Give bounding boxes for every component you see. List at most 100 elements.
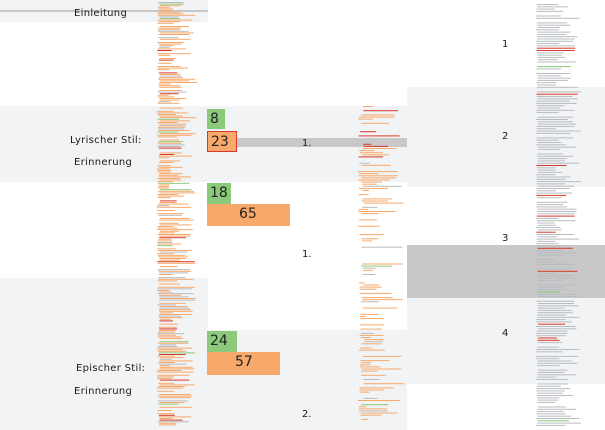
text-line xyxy=(536,215,575,217)
text-line xyxy=(157,2,184,3)
text-line xyxy=(157,19,193,21)
text-line xyxy=(537,146,577,148)
text-line xyxy=(358,349,385,351)
section-label-lyric-memory[interactable]: Erinnerung xyxy=(74,157,133,168)
text-line xyxy=(157,11,180,13)
text-line xyxy=(361,164,391,166)
top-divider xyxy=(0,10,208,12)
chapter-number-4[interactable]: 4 xyxy=(502,328,509,339)
text-line xyxy=(157,213,184,215)
chapter-number-1[interactable]: 1 xyxy=(502,39,509,50)
text-line xyxy=(159,46,170,48)
text-line xyxy=(158,278,194,280)
text-line xyxy=(359,292,392,294)
text-line xyxy=(537,77,571,79)
text-line xyxy=(159,133,196,135)
text-line xyxy=(360,347,372,349)
text-line xyxy=(159,419,183,421)
text-line xyxy=(159,368,195,370)
lyric-green-count[interactable]: 8 xyxy=(207,109,225,129)
text-line xyxy=(159,3,184,5)
text-line xyxy=(158,166,183,168)
selected-row-highlight[interactable] xyxy=(208,138,407,147)
text-line xyxy=(159,363,187,365)
text-line xyxy=(536,293,578,295)
text-line xyxy=(159,312,173,314)
text-line xyxy=(363,143,372,145)
text-line xyxy=(363,383,405,385)
text-line xyxy=(363,110,398,112)
text-line xyxy=(157,29,181,31)
text-line xyxy=(536,176,571,178)
text-line xyxy=(537,270,578,272)
text-line xyxy=(536,43,560,45)
text-line xyxy=(158,197,171,199)
text-line xyxy=(362,206,378,208)
text-line xyxy=(159,154,175,155)
text-line xyxy=(159,192,195,194)
text-line xyxy=(537,84,556,86)
text-line xyxy=(360,414,382,416)
chapter-number-2[interactable]: 2 xyxy=(502,131,509,142)
text-line xyxy=(363,202,404,204)
text-line xyxy=(158,141,184,143)
text-line xyxy=(158,331,175,333)
epic-green-count[interactable]: 24 xyxy=(207,331,237,352)
section-label-lyric-style[interactable]: Lyrischer Stil: xyxy=(70,135,142,146)
text-line xyxy=(537,224,557,226)
text-line xyxy=(159,21,181,23)
chapter-number-3[interactable]: 3 xyxy=(502,233,509,244)
text-line xyxy=(159,310,193,312)
text-line xyxy=(158,102,180,104)
text-line xyxy=(536,351,563,353)
text-line xyxy=(157,112,188,114)
text-line xyxy=(358,156,384,158)
text-line xyxy=(360,332,374,334)
text-line xyxy=(159,75,182,77)
text-line xyxy=(537,383,568,385)
text-line xyxy=(536,45,575,47)
text-line xyxy=(159,139,180,141)
text-line xyxy=(536,100,570,102)
text-line xyxy=(159,189,192,191)
text-line xyxy=(358,194,369,196)
text-line xyxy=(157,261,195,263)
text-line xyxy=(363,148,397,149)
text-line xyxy=(158,346,178,347)
text-line xyxy=(536,178,566,180)
mid-orange-count[interactable]: 65 xyxy=(207,204,290,226)
text-line xyxy=(537,79,568,81)
text-line xyxy=(537,54,563,56)
text-line xyxy=(536,201,568,203)
text-line xyxy=(536,217,558,219)
lyric-orange-count[interactable]: 23 xyxy=(207,131,237,152)
mid-green-count[interactable]: 18 xyxy=(207,183,231,204)
section-label-epic-style[interactable]: Epischer Stil: xyxy=(76,363,146,374)
text-line xyxy=(158,352,196,354)
section-label-epic-memory[interactable]: Erinnerung xyxy=(74,386,133,397)
text-line xyxy=(537,420,570,422)
epic-orange-count[interactable]: 57 xyxy=(207,352,280,375)
text-line xyxy=(537,229,562,231)
text-line xyxy=(361,213,379,215)
section-label-intro[interactable]: Einleitung xyxy=(74,8,128,19)
text-line xyxy=(158,155,193,157)
text-line xyxy=(157,226,173,227)
text-line xyxy=(538,121,573,123)
text-line xyxy=(158,54,170,56)
text-line xyxy=(157,194,179,195)
text-line xyxy=(157,336,182,338)
text-line xyxy=(536,47,576,49)
text-line xyxy=(157,142,182,144)
text-line xyxy=(537,411,564,413)
text-line xyxy=(159,222,179,224)
text-line xyxy=(361,246,403,248)
text-line xyxy=(359,173,379,175)
text-line xyxy=(158,8,173,10)
text-line xyxy=(537,277,577,279)
text-line xyxy=(157,245,173,247)
text-line xyxy=(159,259,181,261)
text-line xyxy=(158,62,172,64)
text-line xyxy=(159,160,181,162)
text-line xyxy=(157,288,192,290)
